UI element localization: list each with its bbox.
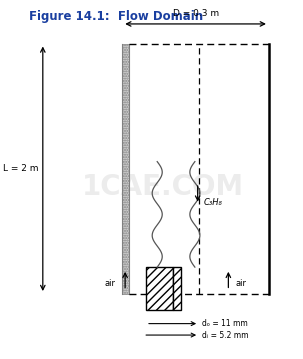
Text: Figure 14.1:  Flow Domain: Figure 14.1: Flow Domain [29,10,203,23]
Text: D = 0.3 m: D = 0.3 m [172,9,219,18]
Text: 1CAE.COM: 1CAE.COM [82,173,244,201]
Text: dᵢ = 5.2 mm: dᵢ = 5.2 mm [202,331,248,340]
Text: L = 2 m: L = 2 m [3,164,38,173]
Text: dₒ = 11 mm: dₒ = 11 mm [202,319,248,328]
Text: air: air [235,279,246,288]
Bar [146,267,172,310]
Text: C₃H₈: C₃H₈ [203,198,222,207]
Bar [122,43,129,294]
Text: air: air [104,279,115,288]
Bar [172,267,181,310]
